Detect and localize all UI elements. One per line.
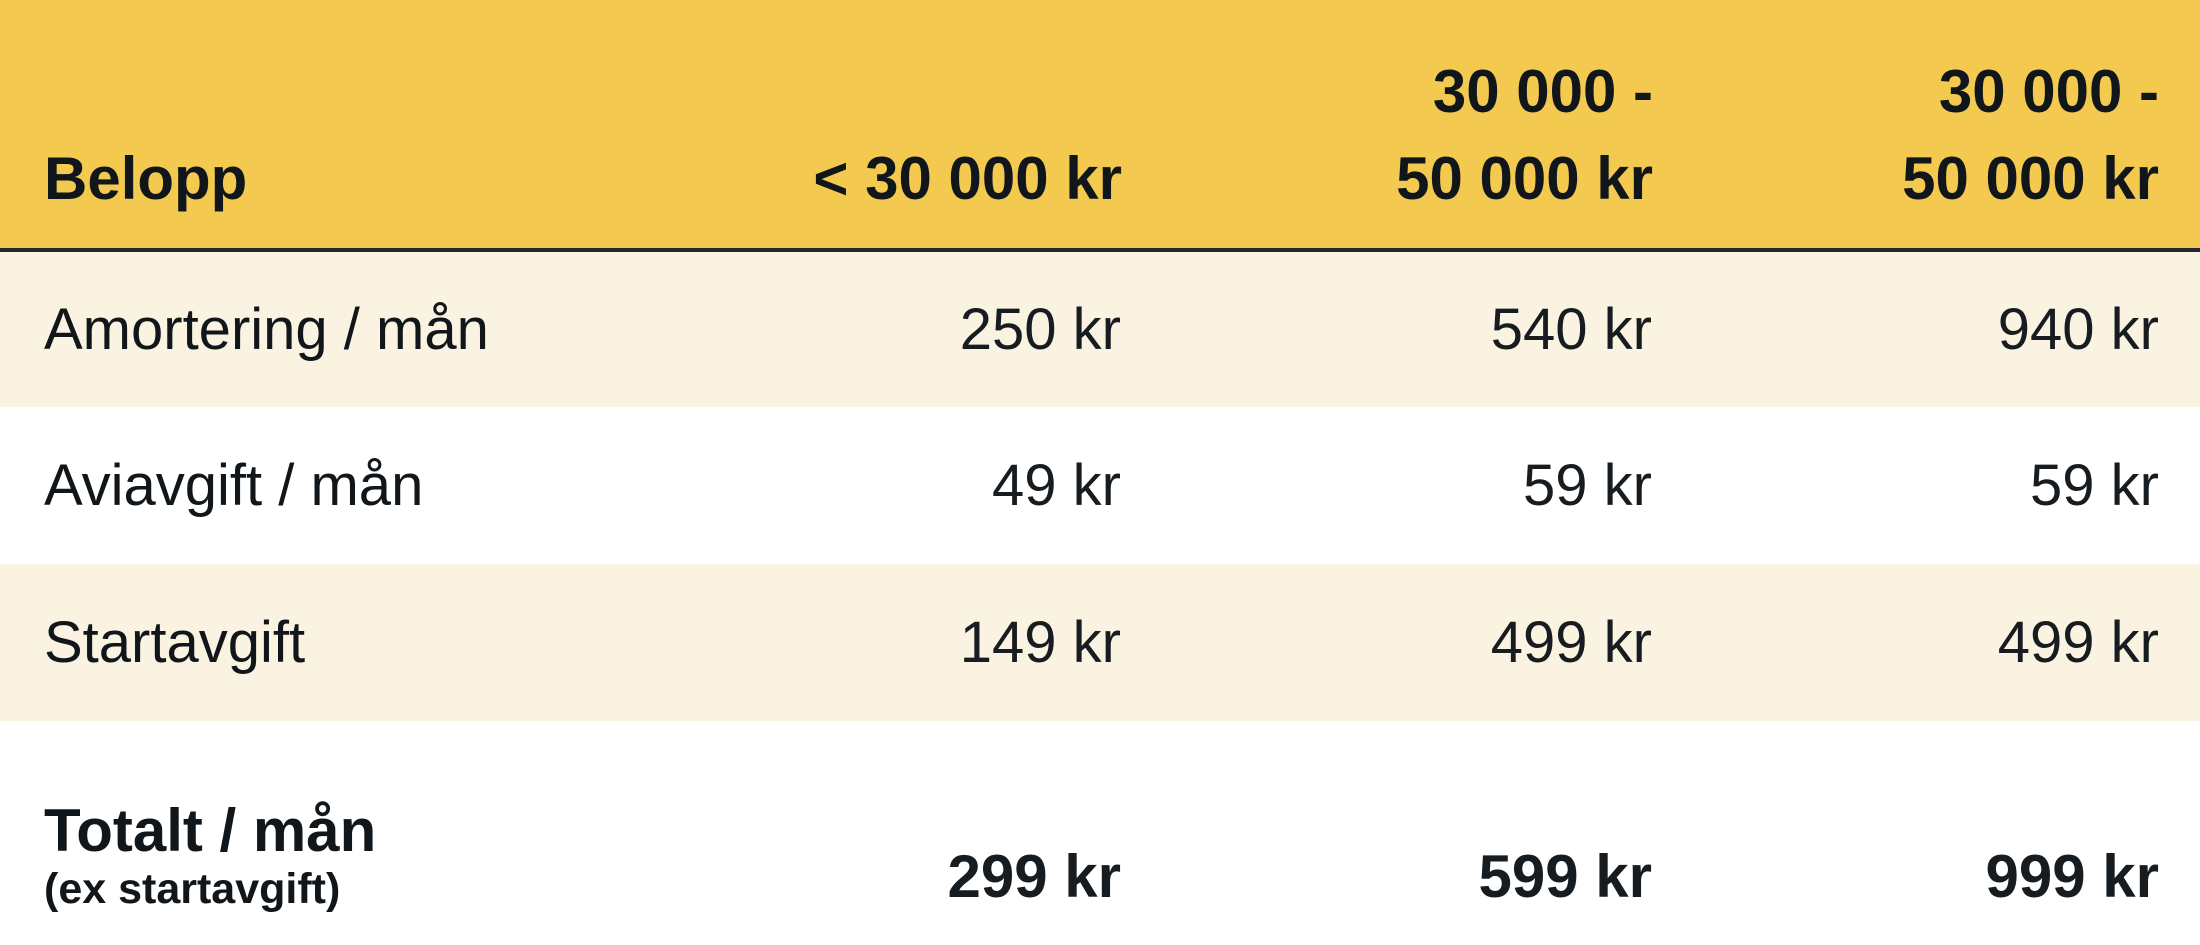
row-label: Aviavgift / mån <box>44 453 424 518</box>
value-cell: 49 kr <box>992 453 1121 518</box>
total-value-cell: 599 kr <box>1478 843 1653 910</box>
header-cell-belopp: Belopp <box>0 0 700 252</box>
value-cell: 499 kr <box>1997 610 2159 675</box>
header-cell-under-30000: < 30 000 kr <box>700 0 1122 252</box>
pricing-table-header: Belopp < 30 000 kr 30 000 - 50 000 kr 30… <box>0 0 2200 252</box>
row-label: Amortering / mån <box>44 297 489 362</box>
value-cell: 940 kr <box>1997 297 2159 362</box>
table-row-totalt: Totalt / mån (ex startavgift) 299 kr 599… <box>0 721 2200 945</box>
header-cell-30000-50000-b: 30 000 - 50 000 kr <box>1653 0 2200 252</box>
table-row-startavgift: Startavgift 149 kr 499 kr 499 kr <box>0 564 2200 721</box>
value-cell: 59 kr <box>1523 453 1652 518</box>
total-value-cell: 999 kr <box>1985 843 2160 910</box>
value-cell: 540 kr <box>1490 297 1652 362</box>
header-row: Belopp < 30 000 kr 30 000 - 50 000 kr 30… <box>0 0 2200 252</box>
total-label: Totalt / mån <box>44 797 377 865</box>
value-cell: 499 kr <box>1490 610 1652 675</box>
value-cell: 59 kr <box>2030 453 2159 518</box>
row-label: Startavgift <box>44 610 306 675</box>
value-cell: 149 kr <box>959 610 1121 675</box>
pricing-table-body: Amortering / mån 250 kr 540 kr 940 kr Av… <box>0 250 2200 945</box>
table-row-aviavgift: Aviavgift / mån 49 kr 59 kr 59 kr <box>0 407 2200 564</box>
total-label-note: (ex startavgift) <box>44 865 341 914</box>
total-value-cell: 299 kr <box>947 843 1122 910</box>
value-cell: 250 kr <box>959 297 1121 362</box>
table-row-amortering: Amortering / mån 250 kr 540 kr 940 kr <box>0 250 2200 407</box>
total-label-cell: Totalt / mån (ex startavgift) <box>0 721 700 945</box>
header-cell-30000-50000-a: 30 000 - 50 000 kr <box>1122 0 1653 252</box>
